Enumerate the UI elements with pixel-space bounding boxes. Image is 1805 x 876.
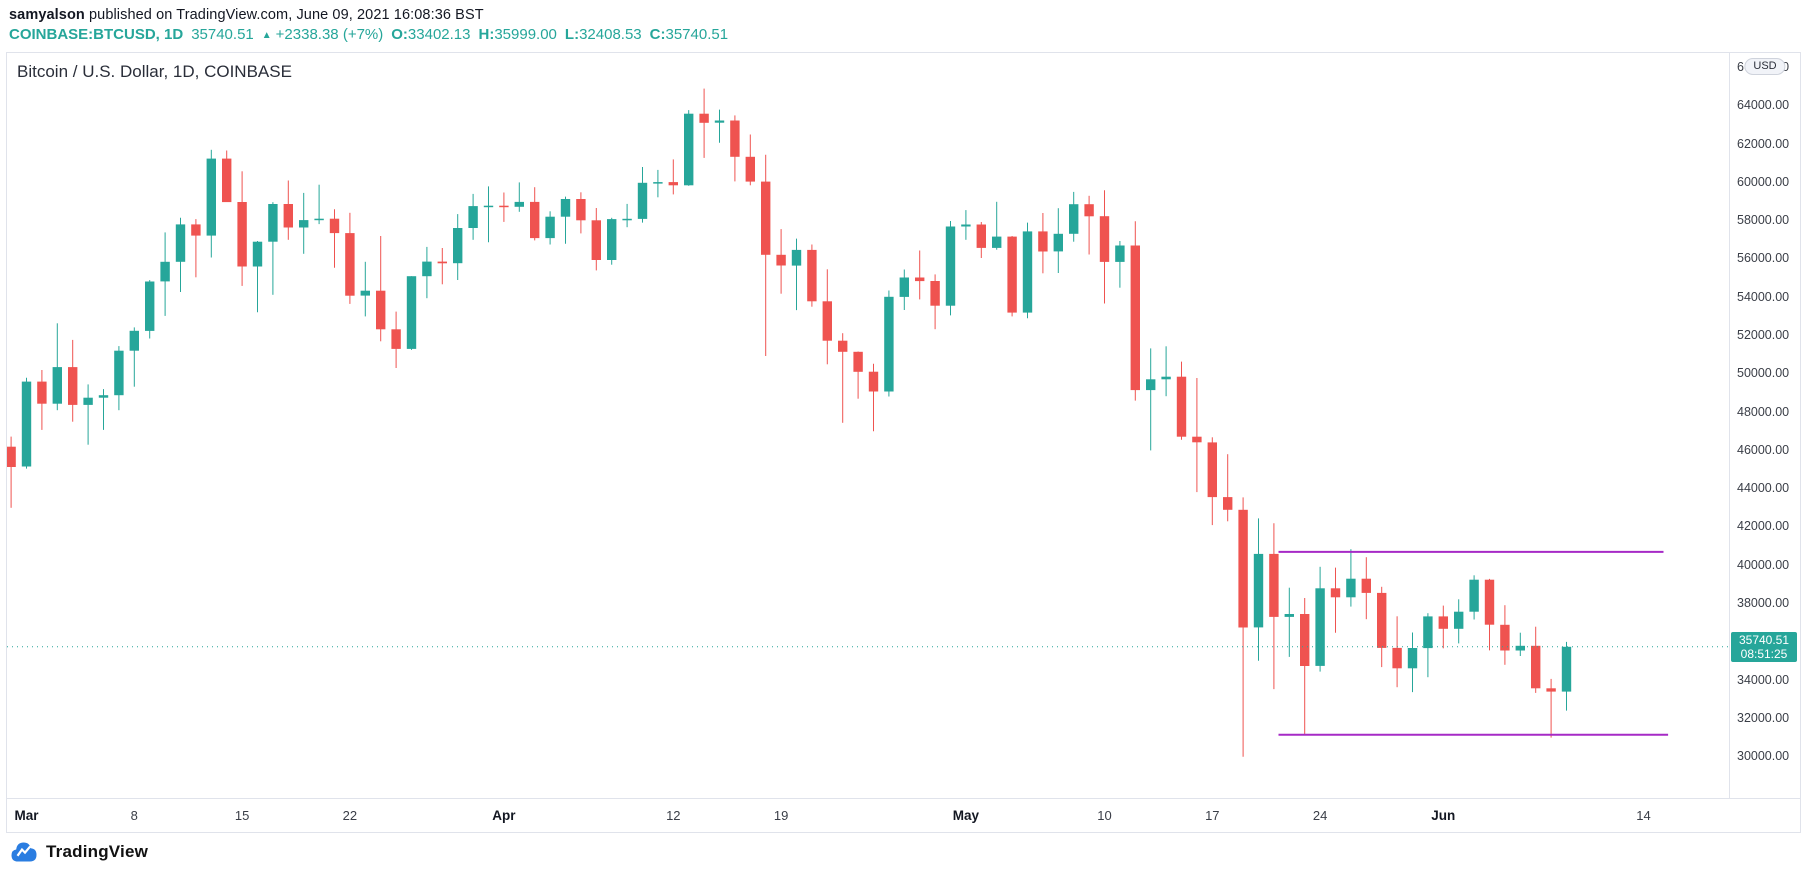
- chart-container[interactable]: Bitcoin / U.S. Dollar, 1D, COINBASE USD …: [6, 52, 1801, 833]
- price-tick-label: 34000.00: [1737, 672, 1790, 687]
- time-tick-label: 10: [1097, 808, 1112, 823]
- price-tick-label: 44000.00: [1737, 481, 1790, 496]
- price-tick-label: 32000.00: [1737, 710, 1790, 725]
- price-tick-label: 48000.00: [1737, 404, 1790, 419]
- price-tick-label: 62000.00: [1737, 136, 1790, 151]
- time-tick-label: Jun: [1431, 808, 1456, 823]
- time-axis[interactable]: Mar 8 15 22 Apr 12 19 May 10 17 24 Jun 14: [7, 798, 1800, 832]
- price-tick-label: 52000.00: [1737, 328, 1790, 343]
- price-tick-label: 30000.00: [1737, 749, 1790, 764]
- last-price-value: 35740.51: [1738, 632, 1790, 647]
- countdown-timer: 08:51:25: [1740, 646, 1788, 661]
- chart-legend: Bitcoin / U.S. Dollar, 1D, COINBASE: [17, 62, 292, 81]
- low-value: L:32408.53: [564, 26, 642, 43]
- price-tick-label: 38000.00: [1737, 596, 1790, 611]
- publish-info: samyalson published on TradingView.com, …: [9, 7, 484, 23]
- symbol-ohlc-line: COINBASE:BTCUSD, 1D 35740.51 ▲ +2338.38 …: [9, 26, 728, 43]
- price-tick-label: 54000.00: [1737, 289, 1790, 304]
- symbol-interval-label: COINBASE:BTCUSD, 1D: [9, 26, 184, 43]
- price-tick-label: 58000.00: [1737, 213, 1790, 228]
- time-tick-label: 12: [666, 808, 681, 823]
- price-tick-label: 46000.00: [1737, 442, 1790, 457]
- candles-group: [7, 88, 1572, 757]
- price-tick-label: 64000.00: [1737, 98, 1790, 113]
- tradingview-logo-icon: [11, 842, 37, 862]
- change-text: +2338.38 (+7%): [275, 26, 384, 43]
- price-tick-label: 40000.00: [1737, 557, 1790, 572]
- time-tick-label: 15: [234, 808, 250, 823]
- time-tick-label: 17: [1205, 808, 1220, 823]
- time-tick-label: May: [952, 808, 980, 823]
- time-tick-label: 22: [342, 808, 358, 823]
- last-price-badge: 35740.51 08:51:25: [1731, 631, 1797, 662]
- time-tick-label: 24: [1312, 808, 1328, 823]
- tradingview-wordmark: TradingView: [46, 841, 149, 861]
- publish-text: published on TradingView.com, June 09, 2…: [84, 7, 484, 23]
- tradingview-footer[interactable]: TradingView: [10, 840, 148, 863]
- candlestick-plot[interactable]: [7, 56, 1728, 796]
- time-tick-label: 14: [1636, 808, 1651, 823]
- up-triangle-icon: ▲: [261, 30, 272, 41]
- time-tick-label: 8: [130, 808, 138, 823]
- close-value: C:35740.51: [649, 26, 729, 43]
- price-tick-label: 56000.00: [1737, 251, 1790, 266]
- price-tick-label: 42000.00: [1737, 519, 1790, 534]
- price-axis[interactable]: USD 35740.51 08:51:25 30000.00 32000.00 34…: [1729, 53, 1800, 798]
- currency-toggle[interactable]: USD: [1744, 58, 1786, 75]
- time-tick-label: Apr: [492, 808, 516, 823]
- time-tick-label: Mar: [14, 808, 39, 823]
- publisher-username: samyalson: [9, 7, 85, 23]
- high-value: H:35999.00: [478, 26, 557, 43]
- price-tick-label: 60000.00: [1737, 174, 1790, 189]
- last-price-text: 35740.51: [191, 26, 254, 43]
- price-tick-label: 50000.00: [1737, 366, 1790, 381]
- open-value: O:33402.13: [391, 26, 471, 43]
- time-tick-label: 19: [773, 808, 789, 823]
